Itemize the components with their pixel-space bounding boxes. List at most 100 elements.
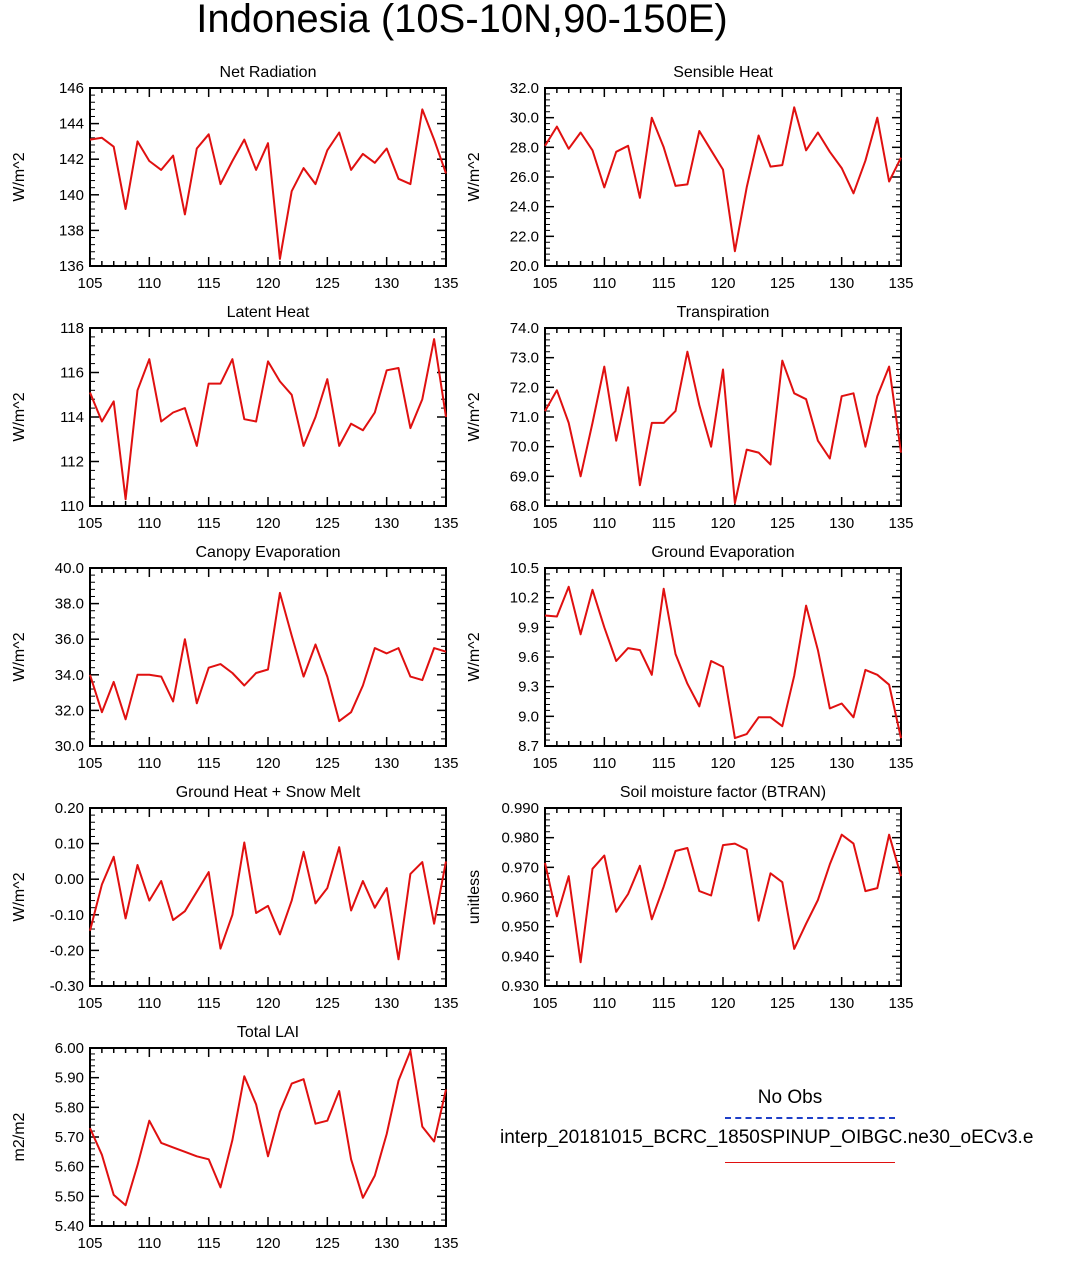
y-tick-label: 32.0 (510, 80, 539, 97)
x-tick-label: 135 (433, 275, 458, 292)
y-tick-label: 0.10 (55, 836, 84, 853)
x-tick-label: 125 (315, 515, 340, 532)
panel-title: Latent Heat (227, 304, 310, 321)
x-tick-label: 125 (770, 515, 795, 532)
x-tick-label: 130 (374, 515, 399, 532)
y-axis-label: W/m^2 (11, 392, 28, 441)
chart-panel: Net Radiation W/m^2 105 110 115 120 125 130 135 1… (11, 64, 459, 292)
x-tick-label: 125 (315, 275, 340, 292)
x-tick-label: 105 (77, 275, 102, 292)
y-tick-label: 114 (60, 409, 84, 426)
y-axis-label: unitless (466, 870, 483, 924)
plot-frame (89, 327, 447, 507)
x-tick-label: 120 (255, 1235, 280, 1252)
y-axis-label: W/m^2 (466, 152, 483, 201)
panel-title: Transpiration (677, 304, 770, 321)
x-tick-label: 115 (197, 995, 221, 1012)
x-tick-label: 125 (770, 755, 795, 772)
y-tick-label: 10.5 (510, 560, 539, 577)
plot-frame (89, 1047, 447, 1227)
legend-obs-line (725, 1117, 895, 1119)
x-tick-label: 105 (77, 995, 102, 1012)
series-line (89, 841, 447, 961)
x-tick-label: 135 (888, 755, 913, 772)
x-tick-label: 125 (770, 275, 795, 292)
plot-frame (544, 567, 902, 747)
x-tick-label: 115 (197, 515, 221, 532)
y-tick-label: -0.30 (50, 978, 84, 995)
series-line (544, 833, 902, 964)
y-tick-label: 9.3 (518, 679, 539, 696)
plot-frame (89, 567, 447, 747)
y-tick-label: 138 (59, 222, 84, 239)
x-tick-label: 110 (137, 515, 161, 532)
series-line (544, 106, 902, 253)
y-tick-label: 28.0 (510, 139, 539, 156)
y-tick-label: 38.0 (55, 596, 84, 613)
y-axis-label: W/m^2 (466, 392, 483, 441)
x-tick-label: 115 (197, 755, 221, 772)
y-tick-label: 110 (60, 498, 84, 515)
y-tick-label: 9.0 (518, 708, 539, 725)
y-tick-label: 69.0 (510, 468, 539, 485)
x-tick-label: 120 (255, 275, 280, 292)
plot-frame (544, 807, 902, 987)
x-tick-label: 125 (315, 995, 340, 1012)
y-tick-label: 5.50 (55, 1188, 84, 1205)
y-axis-label: W/m^2 (11, 632, 28, 681)
y-tick-label: 0.940 (501, 948, 539, 965)
x-tick-label: 135 (433, 995, 458, 1012)
x-tick-label: 135 (888, 275, 913, 292)
y-tick-label: 0.00 (55, 871, 84, 888)
x-tick-label: 135 (433, 755, 458, 772)
x-tick-label: 110 (137, 275, 161, 292)
x-tick-label: 105 (77, 1235, 102, 1252)
panel-title: Canopy Evaporation (196, 544, 341, 561)
y-tick-label: 136 (59, 258, 84, 275)
chart-panel: Ground Heat + Snow Melt W/m^2 105 110 115 120… (11, 784, 459, 1012)
y-tick-label: 0.20 (55, 800, 84, 817)
x-tick-label: 130 (829, 995, 854, 1012)
series-line (89, 108, 447, 260)
x-tick-label: 105 (77, 515, 102, 532)
y-tick-label: 5.70 (55, 1129, 84, 1146)
x-tick-label: 120 (710, 275, 735, 292)
y-tick-label: 22.0 (510, 228, 539, 245)
y-tick-label: 6.00 (55, 1040, 84, 1057)
x-tick-label: 130 (829, 515, 854, 532)
x-tick-label: 135 (433, 515, 458, 532)
x-tick-label: 130 (374, 995, 399, 1012)
y-tick-label: 70.0 (510, 439, 539, 456)
chart-panel: Total LAI m2/m2 105 110 115 120 125 130 135 5.40 5… (11, 1024, 459, 1252)
plot-frame (544, 327, 902, 507)
x-tick-label: 110 (592, 755, 616, 772)
y-tick-label: 71.0 (510, 409, 539, 426)
y-tick-label: 5.90 (55, 1070, 84, 1087)
chart-panel: Ground Evaporation W/m^2 105 110 115 120 125 13… (466, 544, 914, 772)
page-title: Indonesia (10S-10N,90-150E) (196, 0, 728, 41)
legend-case-label: interp_20181015_BCRC_1850SPINUP_OIBGC.ne… (500, 1127, 1034, 1148)
y-tick-label: 20.0 (510, 258, 539, 275)
x-tick-label: 115 (652, 275, 676, 292)
legend: No Obs interp_20181015_BCRC_1850SPINUP_O… (500, 1086, 1068, 1166)
y-tick-label: 74.0 (510, 320, 539, 337)
x-tick-label: 105 (532, 515, 557, 532)
chart-panel: Soil moisture factor (BTRAN) unitless 105 1… (466, 784, 914, 1012)
x-tick-label: 105 (532, 275, 557, 292)
chart-panel: Sensible Heat W/m^2 105 110 115 120 125 130 135 2… (466, 64, 914, 292)
panel-title: Net Radiation (220, 64, 317, 81)
x-tick-label: 130 (374, 755, 399, 772)
series-line (89, 591, 447, 723)
x-tick-label: 105 (77, 755, 102, 772)
x-tick-label: 120 (255, 995, 280, 1012)
panel-title: Ground Evaporation (651, 544, 794, 561)
x-tick-label: 120 (710, 995, 735, 1012)
y-tick-label: 68.0 (510, 498, 539, 515)
x-tick-label: 110 (137, 755, 161, 772)
y-tick-label: -0.20 (50, 942, 84, 959)
y-axis-label: W/m^2 (11, 152, 28, 201)
x-tick-label: 105 (532, 755, 557, 772)
y-tick-label: 0.970 (501, 859, 539, 876)
